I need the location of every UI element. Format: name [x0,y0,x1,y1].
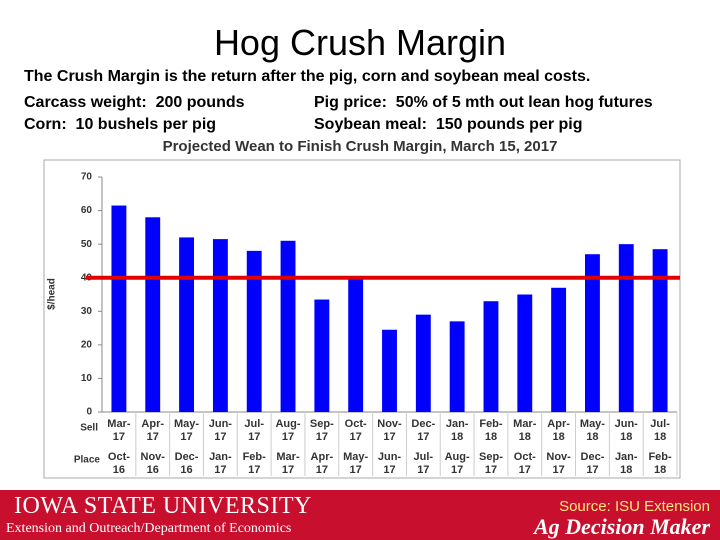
x-tick-label: Oct-16 [107,451,130,476]
bar [585,254,600,412]
note: The Crush Margin is the return after the… [24,68,591,85]
x-tick-label: Nov-17 [377,418,402,443]
x-tick-label: Mar-17 [107,418,131,443]
x-tick-label: Mar-17 [276,451,300,476]
x-tick-label: Nov-16 [140,451,165,476]
y-tick-label: 30 [81,306,93,317]
x-tick-label: Jan-18 [445,418,469,443]
university: IOWA STATE UNIVERSITY [14,493,312,519]
x-tick-label: Jul-17 [413,451,434,476]
bar [179,237,194,412]
row-label: Place [74,455,101,466]
x-tick-label: Dec-17 [411,418,436,443]
x-tick-label: Oct-17 [513,451,536,476]
x-tick-label: Aug-17 [275,418,301,443]
x-tick-label: Oct-17 [344,418,367,443]
y-axis-label: $/head [47,278,58,310]
department: Extension and Outreach/Department of Eco… [6,521,292,536]
x-tick-label: Jan-17 [209,451,232,476]
bar [449,321,465,412]
x-tick-label: May-17 [343,451,369,476]
chart: $/head Sell Place 010203040506070 [43,159,681,479]
chart-frame [43,159,681,479]
x-tick-label: Jun-17 [208,418,232,443]
x-tick-label: Dec-17 [580,451,605,476]
x-tick-label: May-17 [174,418,200,443]
x-tick-label: Apr-17 [310,451,334,476]
x-tick-label: Nov-17 [546,451,571,476]
x-tick-label: Feb-18 [648,451,672,476]
bar [314,299,330,412]
bar [111,205,127,412]
bar [517,294,533,412]
note: Pig price: 50% of 5 mth out lean hog fut… [314,94,653,111]
y-tick-label: 70 [81,172,93,183]
bar [212,239,228,412]
y-tick-label: 20 [81,339,93,350]
x-tick-label: Jul-18 [650,418,670,443]
row-label: Sell [80,423,98,434]
bar [145,217,161,412]
bar [246,250,262,412]
brand: Ag Decision Maker [534,514,710,539]
bar [415,314,431,412]
bar [382,329,397,412]
x-tick-label: Jul-17 [244,418,264,443]
slide-title: Hog Crush Margin [213,22,507,63]
chart-title: Projected Wean to Finish Crush Margin, M… [162,138,558,155]
x-tick-label: Feb-18 [479,418,503,443]
y-tick-label: 0 [86,407,92,418]
x-tick-label: Aug-17 [444,451,470,476]
note: Corn: 10 bushels per pig [24,116,217,133]
x-tick-label: Jan-18 [614,451,638,476]
x-tick-label: Dec-16 [174,451,199,476]
source: Source: ISU Extension [559,498,710,515]
x-tick-label: Jun-17 [377,451,402,476]
x-tick-label: Apr-18 [547,418,570,443]
x-tick-label: Jun-18 [614,418,638,443]
bar [551,287,567,412]
note: Soybean meal: 150 pounds per pig [314,116,583,133]
x-tick-label: Feb-17 [242,451,266,476]
y-tick-label: 10 [81,373,93,384]
bar [348,277,364,412]
bar [483,301,499,412]
note: Carcass weight: 200 pounds [24,94,245,111]
x-tick-label: Mar-18 [513,418,537,443]
bar [280,240,296,412]
x-tick-label: Apr-17 [141,418,165,443]
bar [618,244,634,412]
x-tick-label: May-18 [579,418,605,443]
bar [652,249,668,412]
x-tick-label: Sep-17 [479,451,503,476]
y-tick-label: 60 [81,205,93,216]
y-tick-label: 50 [81,239,93,250]
x-tick-label: Sep-17 [309,418,334,443]
footer-band [0,490,720,540]
